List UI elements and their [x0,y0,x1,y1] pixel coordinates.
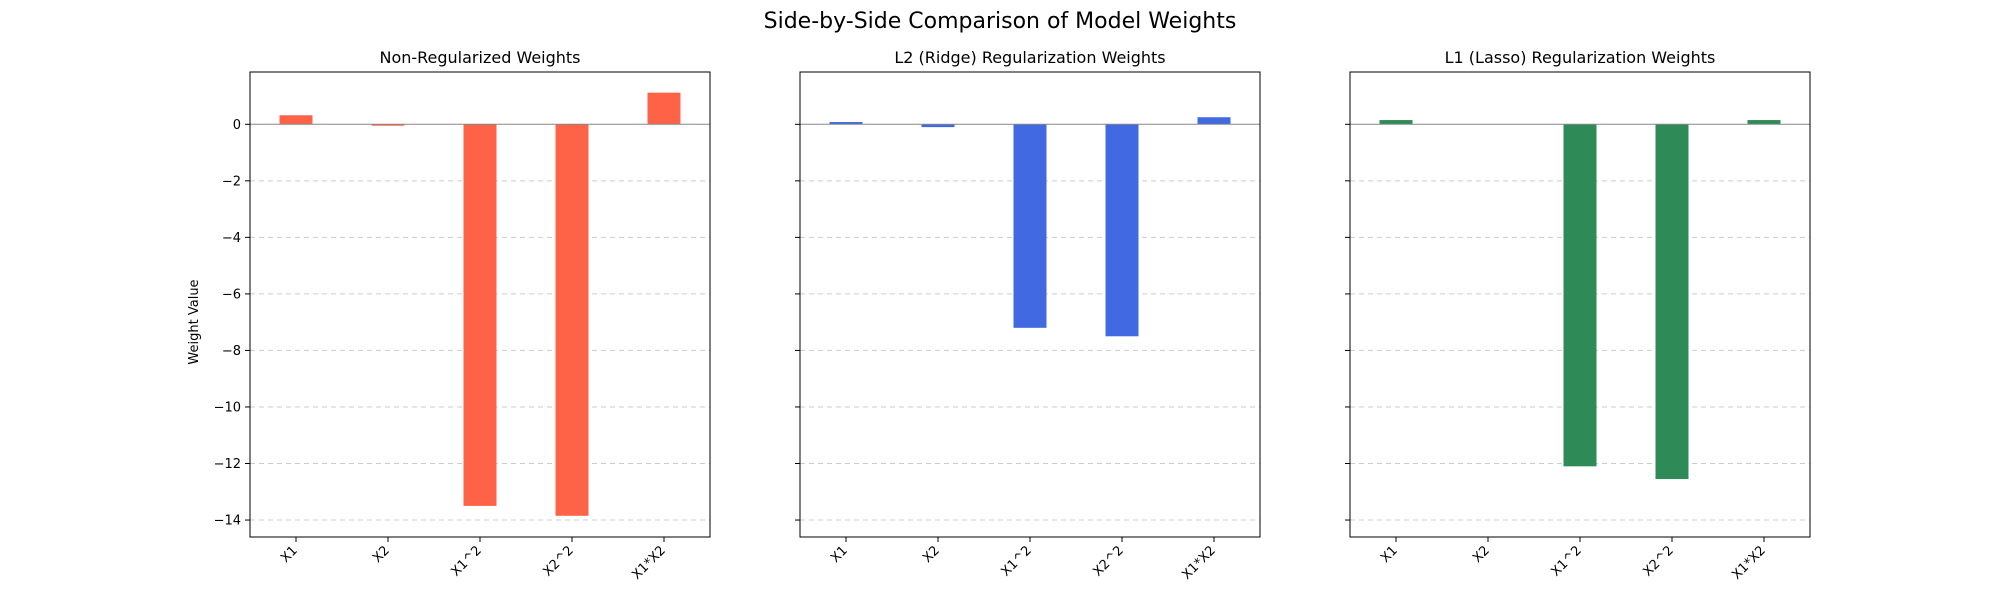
bar-X2 [921,124,955,128]
bar-X1*X2 [647,92,681,125]
bar-X1^2 [1563,124,1597,467]
panel-1: Non-Regularized Weights 0 −2 −4 −6 −8 −10 −12 −1… [214,48,711,583]
bar-X2 [371,124,405,126]
y-tick-label: −14 [214,514,241,529]
bar-X1*X2 [1197,117,1231,125]
panel-title: Non-Regularized Weights [379,48,580,67]
y-tick-label: −6 [222,287,241,302]
panel-title: L1 (Lasso) Regularization Weights [1445,48,1716,67]
bar-X1 [829,122,863,125]
y-axis-label: Weight Value [187,279,202,364]
y-tick-label: −4 [222,231,241,246]
bar-X2^2 [1655,124,1689,480]
bar-X1 [1379,120,1413,125]
bar-X1*X2 [1747,120,1781,125]
bar-X2^2 [555,124,589,516]
chart-title: Side-by-Side Comparison of Model Weights [764,9,1237,34]
bar-X1 [279,115,313,125]
y-tick-label: −10 [214,400,241,415]
bar-X1^2 [463,124,497,506]
panels-container: Non-Regularized Weights 0 −2 −4 −6 −8 −10 −12 −1… [214,48,1811,583]
panel-title: L2 (Ridge) Regularization Weights [894,48,1165,67]
y-tick-label: −12 [214,457,241,472]
y-tick-label: −2 [222,174,241,189]
y-tick-label: −8 [222,344,241,359]
y-tick-label: 0 [233,118,241,133]
bar-X1^2 [1013,124,1047,328]
bar-X2^2 [1105,124,1139,337]
